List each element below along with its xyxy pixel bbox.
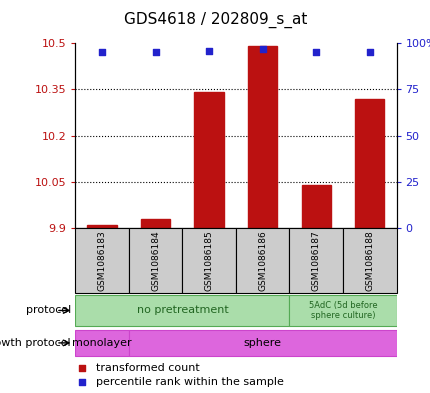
Bar <box>87 225 117 228</box>
Text: GSM1086187: GSM1086187 <box>311 230 320 291</box>
Point <box>312 49 319 55</box>
Text: GSM1086183: GSM1086183 <box>98 230 107 291</box>
Text: growth protocol: growth protocol <box>0 338 71 348</box>
Text: GSM1086188: GSM1086188 <box>364 230 373 291</box>
Bar <box>129 228 182 293</box>
Text: GSM1086184: GSM1086184 <box>151 230 160 291</box>
Text: 5AdC (5d before
sphere culture): 5AdC (5d before sphere culture) <box>308 301 376 320</box>
Text: no pretreatment: no pretreatment <box>136 305 228 316</box>
Text: transformed count: transformed count <box>96 364 200 373</box>
Point <box>78 365 85 372</box>
Bar <box>247 46 277 228</box>
Bar <box>75 295 289 326</box>
Bar <box>75 330 129 356</box>
Text: monolayer: monolayer <box>72 338 132 348</box>
Text: protocol: protocol <box>26 305 71 316</box>
Bar <box>301 185 330 228</box>
Bar <box>194 92 224 228</box>
Text: GDS4618 / 202809_s_at: GDS4618 / 202809_s_at <box>123 12 307 28</box>
Bar <box>75 228 129 293</box>
Bar <box>289 228 342 293</box>
Bar <box>289 295 396 326</box>
Bar <box>182 228 236 293</box>
Point <box>98 49 105 55</box>
Point <box>366 49 372 55</box>
Text: GSM1086186: GSM1086186 <box>258 230 267 291</box>
Bar <box>129 330 396 356</box>
Point <box>78 379 85 385</box>
Text: percentile rank within the sample: percentile rank within the sample <box>96 377 283 387</box>
Point <box>152 49 159 55</box>
Text: GSM1086185: GSM1086185 <box>204 230 213 291</box>
Bar <box>342 228 396 293</box>
Text: sphere: sphere <box>243 338 281 348</box>
Point <box>205 48 212 54</box>
Bar <box>354 99 384 228</box>
Point <box>259 46 266 52</box>
Bar <box>236 228 289 293</box>
Bar <box>141 219 170 228</box>
